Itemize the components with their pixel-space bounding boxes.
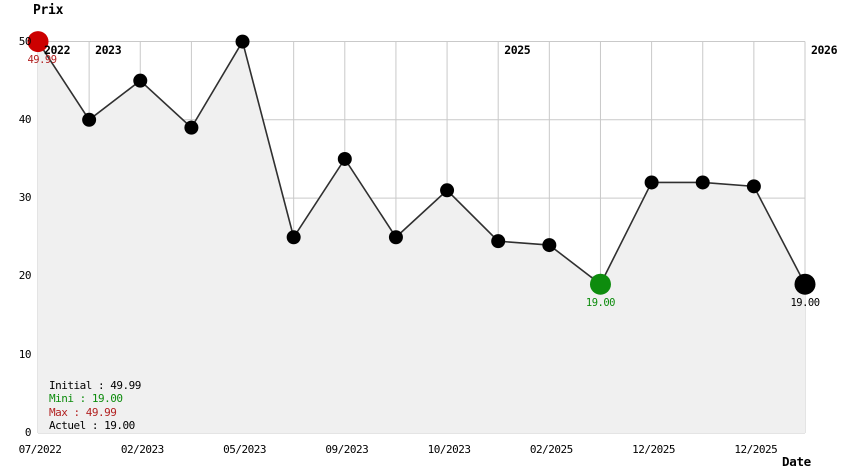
initial-price-dot xyxy=(27,31,49,53)
y-axis-title: Prix xyxy=(33,3,64,18)
x-tick-label: 05/2023 xyxy=(223,443,266,456)
price-dot xyxy=(337,151,352,166)
price-dot xyxy=(286,230,301,245)
y-tick-label: 50 xyxy=(18,34,32,48)
price-dot xyxy=(491,234,506,249)
price-dot xyxy=(82,112,97,127)
area-fill xyxy=(38,41,805,433)
price-dot xyxy=(542,238,557,253)
legend-actuel: Actuel : 19.00 xyxy=(49,419,135,433)
price-dot xyxy=(440,183,455,198)
price-summary-legend: Initial : 49.99 Mini : 19.00 Max : 49.99… xyxy=(49,379,141,433)
year-label: 2023 xyxy=(95,42,122,57)
x-tick-label: 02/2023 xyxy=(120,443,164,456)
year-label: 2026 xyxy=(811,42,838,57)
price-dot xyxy=(133,73,148,88)
current-price-dot xyxy=(794,273,816,295)
point-value-label: 19.00 xyxy=(585,296,616,309)
x-tick-label: 02/2025 xyxy=(529,443,573,456)
point-value-label: 49.99 xyxy=(27,54,57,67)
price-dot xyxy=(695,175,710,190)
x-tick-label: 09/2023 xyxy=(325,443,369,456)
y-tick-label: 20 xyxy=(18,269,32,283)
legend-mini: Mini : 19.00 xyxy=(49,392,123,406)
price-dot xyxy=(746,179,761,194)
x-tick-label: 10/2023 xyxy=(427,443,471,456)
y-tick-label: 30 xyxy=(18,191,32,205)
point-value-label: 19.00 xyxy=(790,296,820,309)
x-tick-label: 07/2022 xyxy=(18,443,62,456)
min-price-dot xyxy=(589,273,611,295)
legend-initial: Initial : 49.99 xyxy=(49,379,141,392)
legend-max: Max : 49.99 xyxy=(49,405,117,419)
price-dot xyxy=(644,175,659,190)
price-dot xyxy=(235,34,250,49)
x-axis-title: Date xyxy=(782,454,811,469)
y-tick-label: 40 xyxy=(18,112,32,126)
y-tick-label: 10 xyxy=(18,347,32,361)
year-label: 2022 xyxy=(44,42,71,57)
price-dot xyxy=(388,230,403,245)
y-tick-label: 0 xyxy=(24,426,32,439)
x-tick-label: 12/2025 xyxy=(632,443,676,456)
year-label: 2025 xyxy=(504,42,531,57)
x-tick-label: 12/2025 xyxy=(734,443,778,456)
price-line xyxy=(37,39,806,286)
price-dot xyxy=(184,120,199,135)
